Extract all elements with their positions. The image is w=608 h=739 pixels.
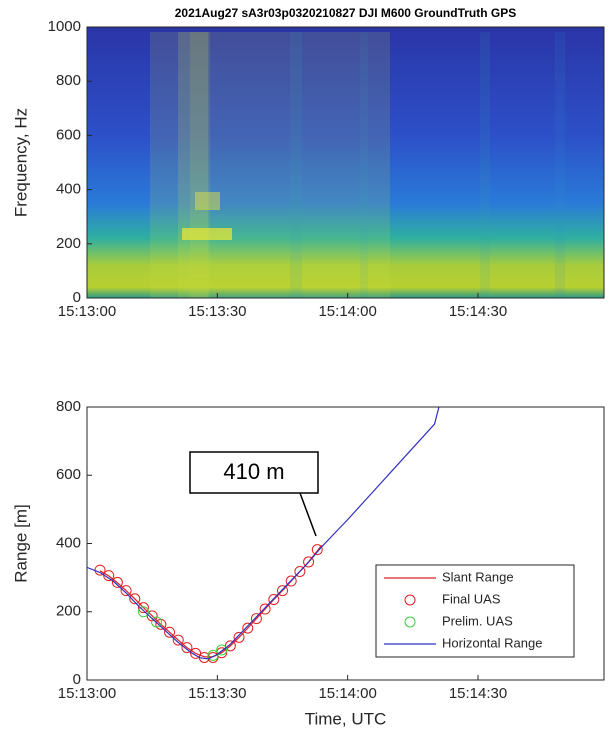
- series-marker: [164, 626, 176, 638]
- spectrogram-streak: [555, 32, 565, 298]
- series-marker: [137, 602, 149, 614]
- series-marker: [250, 613, 262, 625]
- series-line: [87, 407, 440, 660]
- y-tick-label: 200: [56, 235, 81, 252]
- x-tick-label: 15:14:30: [449, 685, 507, 702]
- annotation-arrow: [299, 492, 317, 537]
- series-marker: [259, 603, 271, 615]
- x-tick-label: 15:14:00: [318, 685, 376, 702]
- series-marker: [190, 647, 202, 659]
- legend-label: Prelim. UAS: [442, 613, 513, 628]
- annotation-box: [189, 451, 319, 494]
- series-marker: [146, 610, 158, 622]
- series-marker: [216, 644, 228, 656]
- series-marker: [120, 585, 132, 597]
- spectrogram-streak: [360, 32, 368, 298]
- series-marker: [111, 576, 123, 588]
- y-tick-label: 400: [56, 534, 81, 551]
- spectrogram-band: [195, 192, 220, 210]
- y-tick-label: 1000: [48, 18, 81, 35]
- legend-label: Final UAS: [442, 591, 501, 606]
- annotation: 410 m: [189, 451, 319, 537]
- spectrogram-streak: [178, 32, 208, 298]
- series-marker: [207, 649, 219, 661]
- spectrogram-band: [182, 228, 232, 240]
- y-tick-label: 400: [56, 181, 81, 198]
- spectrogram-streak: [480, 32, 490, 298]
- series-marker: [294, 565, 306, 577]
- x-tick-label: 15:14:00: [318, 303, 376, 320]
- spectrogram-streak: [190, 32, 210, 298]
- series-marker: [151, 616, 163, 628]
- series-marker: [129, 593, 141, 605]
- spectrogram-image: [87, 27, 604, 298]
- y-tick-label: 800: [56, 72, 81, 89]
- y-axis-label: Range [m]: [11, 504, 30, 582]
- y-tick-label: 200: [56, 603, 81, 620]
- series-marker: [137, 606, 149, 618]
- y-tick-label: 0: [73, 289, 81, 306]
- y-axis-label: Frequency, Hz: [11, 108, 30, 217]
- legend-swatch: [404, 594, 416, 606]
- x-tick-label: 15:13:00: [58, 685, 116, 702]
- series-marker: [242, 622, 254, 634]
- series-marker: [268, 593, 280, 605]
- axes-box: [86, 26, 605, 299]
- legend-swatch: [404, 616, 416, 628]
- series-marker: [303, 556, 315, 568]
- series-marker: [233, 631, 245, 643]
- x-tick-label: 15:14:30: [449, 303, 507, 320]
- series-marker: [181, 642, 193, 654]
- x-axis-label: Time, UTC: [305, 709, 387, 728]
- y-tick-label: 600: [56, 466, 81, 483]
- series-marker: [311, 544, 323, 556]
- legend-box: [375, 564, 575, 658]
- x-tick-label: 15:13:00: [58, 303, 116, 320]
- legend: Slant Range Final UAS Prelim. UAS Horizonta…: [375, 564, 575, 658]
- y-tick-label: 800: [56, 398, 81, 415]
- plot-content: [87, 407, 440, 663]
- legend-label: Slant Range: [442, 569, 514, 584]
- series-marker: [285, 575, 297, 587]
- series-marker: [277, 585, 289, 597]
- spectrogram-streak: [290, 32, 302, 298]
- series-marker: [172, 634, 184, 646]
- series-marker: [224, 640, 236, 652]
- chart-title: 2021Aug27 sA3r03p0320210827 DJI M600 Gro…: [175, 6, 517, 20]
- y-tick-label: 600: [56, 126, 81, 143]
- legend-label: Horizontal Range: [442, 635, 542, 650]
- spectrogram-streak: [150, 32, 390, 298]
- x-tick-label: 15:13:30: [188, 303, 246, 320]
- x-tick-label: 15:13:30: [188, 685, 246, 702]
- annotation-text: 410 m: [223, 459, 284, 484]
- y-tick-label: 0: [73, 671, 81, 688]
